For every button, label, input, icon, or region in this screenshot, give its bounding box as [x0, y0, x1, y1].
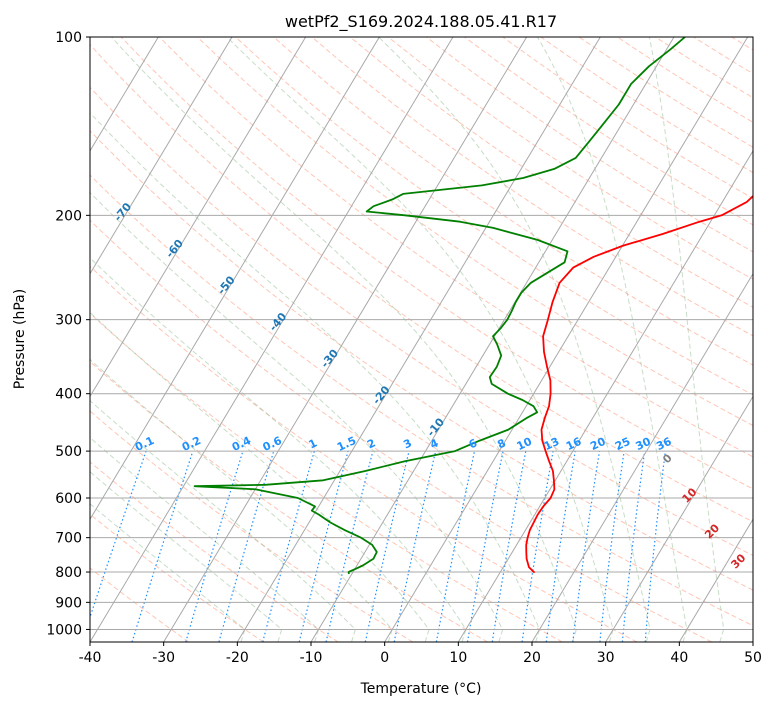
- moist-adiabat: [111, 37, 577, 642]
- mixing-ratio-line: [218, 450, 275, 642]
- isotherm-line: [163, 37, 528, 642]
- isotherm-line: [457, 149, 753, 642]
- mixing-ratio-line: [644, 451, 666, 642]
- mixing-ratio-label: 25: [613, 435, 632, 453]
- isotherm-line: [90, 37, 454, 642]
- x-tick-label: -10: [300, 650, 323, 666]
- mixing-ratio-line: [521, 450, 554, 642]
- mixing-ratio-line: [621, 451, 646, 642]
- chart-title: wetPf2_S169.2024.188.05.41.R17: [285, 12, 557, 32]
- y-tick-label: 400: [55, 387, 82, 403]
- plot-frame: [89, 36, 754, 643]
- x-tick-label: 10: [449, 650, 467, 666]
- isotherm-line: [90, 37, 159, 152]
- isotherm-line: [678, 518, 753, 642]
- dry-adiabat: [120, 37, 753, 490]
- y-axis-label: Pressure (hPa): [12, 289, 28, 389]
- x-tick-label: 0: [380, 650, 389, 666]
- dry-adiabat: [158, 37, 753, 458]
- isotherm-line: [605, 395, 753, 642]
- dry-adiabat: [90, 312, 563, 642]
- isotherm-line: [310, 37, 675, 642]
- y-tick-label: 200: [55, 208, 82, 224]
- mixing-ratio-label: 13: [542, 435, 561, 453]
- y-tick-label: 1000: [46, 622, 82, 638]
- isotherm-line: [384, 37, 749, 642]
- grid: [90, 37, 753, 642]
- dry-adiabat: [90, 513, 264, 642]
- isotherm-line: [90, 37, 307, 398]
- dewpoint-line: [193, 37, 686, 575]
- mixing-ratio-line: [364, 450, 410, 642]
- mixing-ratio-line: [185, 450, 244, 642]
- dry-adiabat: [90, 461, 339, 642]
- moist-adiabat: [378, 37, 651, 642]
- x-tick-label: 20: [523, 650, 541, 666]
- moist-adiabat: [90, 191, 504, 642]
- mixing-ratio-label: 16: [564, 435, 584, 453]
- y-tick-label: 500: [55, 444, 82, 460]
- dry-adiabat: [235, 37, 753, 396]
- mixing-ratio-line: [325, 450, 374, 642]
- temperature-line: [525, 194, 753, 574]
- x-tick-label: 30: [597, 650, 615, 666]
- dry-adiabats: [90, 37, 753, 642]
- dry-adiabat: [311, 37, 753, 337]
- mixing-ratio-line: [545, 451, 576, 642]
- moist-adiabat: [90, 257, 467, 642]
- moist-adiabat: [90, 112, 541, 642]
- moist-adiabat: [90, 436, 320, 642]
- isotherm-line: [531, 272, 753, 642]
- dry-adiabat: [90, 86, 753, 557]
- mixing-ratio-label: 10: [515, 435, 535, 453]
- y-tick-label: 800: [55, 565, 82, 581]
- y-tick-label: 600: [55, 491, 82, 507]
- moist-adiabat: [648, 37, 725, 642]
- y-tick-label: 100: [55, 30, 82, 46]
- isotherm-line: [236, 37, 601, 642]
- dry-adiabat: [273, 37, 753, 366]
- dry-adiabat: [90, 130, 753, 591]
- mixing-ratio-line: [262, 450, 315, 642]
- mixing-ratio-line: [131, 450, 194, 642]
- x-tick-label: -30: [152, 650, 175, 666]
- x-tick-label: 50: [744, 650, 762, 666]
- dry-adiabat: [90, 219, 712, 642]
- axes: -40 -30 -20 -10 0 10 20 30 40 50 100 200 300 400 500 60…: [46, 30, 762, 666]
- isotherm-line: [90, 37, 380, 521]
- x-tick-label: -20: [226, 650, 249, 666]
- dry-adiabat: [90, 265, 638, 642]
- y-tick-label: 300: [55, 313, 82, 329]
- mixing-ratio-line: [572, 451, 601, 642]
- mixing-ratio-line: [298, 450, 349, 642]
- mixing-ratio-label: 36: [654, 435, 674, 453]
- moist-adiabat: [90, 503, 246, 642]
- x-tick-label: 40: [670, 650, 688, 666]
- mixing-ratio-label: 30: [634, 435, 654, 453]
- x-tick-label: -40: [79, 650, 102, 666]
- dry-adiabat: [90, 43, 753, 523]
- moist-adiabat: [537, 37, 688, 642]
- mixing-ratio-line: [599, 451, 625, 642]
- moist-adiabat: [90, 358, 393, 642]
- isotherm-line: [90, 37, 233, 275]
- dry-adiabat: [90, 360, 488, 642]
- moist-adiabats: [90, 37, 725, 642]
- y-tick-label: 900: [55, 595, 82, 611]
- moist-adiabat: [226, 37, 614, 642]
- profiles: [193, 37, 753, 575]
- mixing-ratio-label: 20: [588, 435, 608, 453]
- y-tick-label: 700: [55, 531, 82, 547]
- x-axis-label: Temperature (°C): [360, 681, 482, 697]
